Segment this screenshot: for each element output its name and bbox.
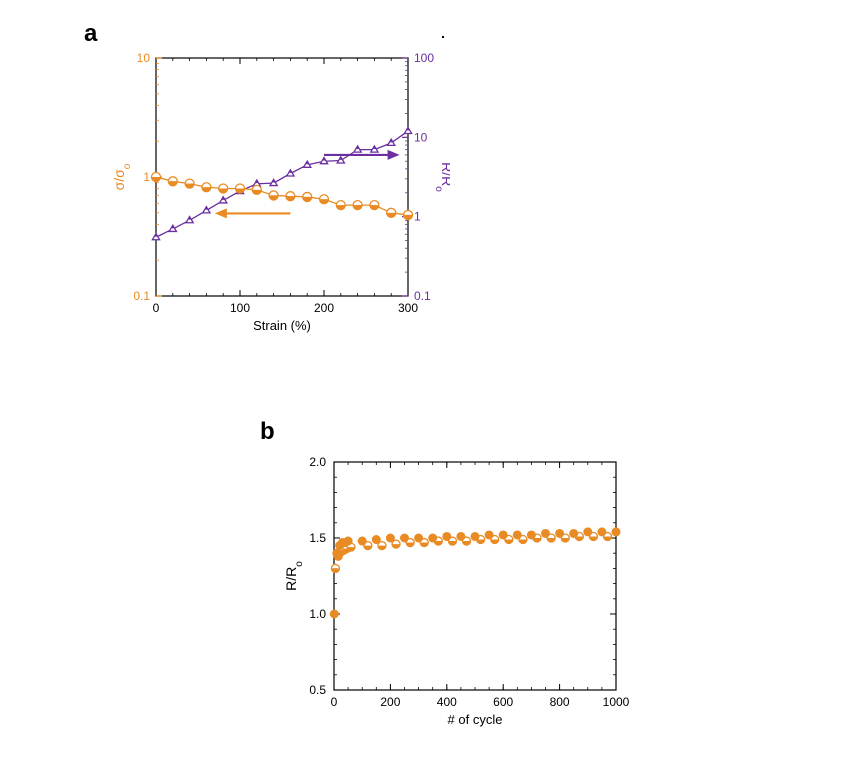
svg-text:1: 1: [414, 210, 421, 224]
panel-b-label: b: [260, 418, 275, 446]
svg-text:200: 200: [380, 695, 400, 709]
svg-text:σ/σo: σ/σo: [111, 163, 133, 190]
svg-text:10: 10: [137, 51, 151, 65]
svg-text:0.1: 0.1: [414, 289, 431, 303]
svg-text:200: 200: [314, 301, 334, 315]
strain-photo-300%: 300% 0.9051kΩ: [442, 36, 444, 38]
svg-text:800: 800: [550, 695, 570, 709]
svg-text:1000: 1000: [603, 695, 630, 709]
panel-a-chart: 0100200300Strain (%)0.1110σ/σo0.1110100R…: [110, 48, 450, 348]
svg-text:1.5: 1.5: [309, 531, 326, 545]
panel-a-photos: 0% 7947Ω 100% 0.2219kΩ: [442, 36, 842, 336]
svg-text:10: 10: [414, 130, 428, 144]
svg-text:100: 100: [414, 51, 434, 65]
svg-text:600: 600: [493, 695, 513, 709]
svg-text:Strain (%): Strain (%): [253, 318, 311, 333]
svg-text:300: 300: [398, 301, 418, 315]
panel-b-chart: 0 200 400 600 800 1000 # of cycle 0.5 1.0 1.5 2.0 R…: [276, 452, 636, 732]
svg-text:0.5: 0.5: [309, 683, 326, 697]
svg-text:400: 400: [437, 695, 457, 709]
svg-text:1: 1: [143, 170, 150, 184]
panel-a-label: a: [84, 20, 97, 48]
svg-text:R/Ro: R/Ro: [283, 561, 305, 591]
svg-text:1.0: 1.0: [309, 607, 326, 621]
svg-text:100: 100: [230, 301, 250, 315]
svg-text:# of cycle: # of cycle: [448, 712, 503, 727]
svg-text:2.0: 2.0: [309, 455, 326, 469]
svg-text:0: 0: [153, 301, 160, 315]
svg-text:0.1: 0.1: [133, 289, 150, 303]
svg-text:0: 0: [331, 695, 338, 709]
lcd-readout: 0.9051kΩ: [443, 37, 444, 38]
